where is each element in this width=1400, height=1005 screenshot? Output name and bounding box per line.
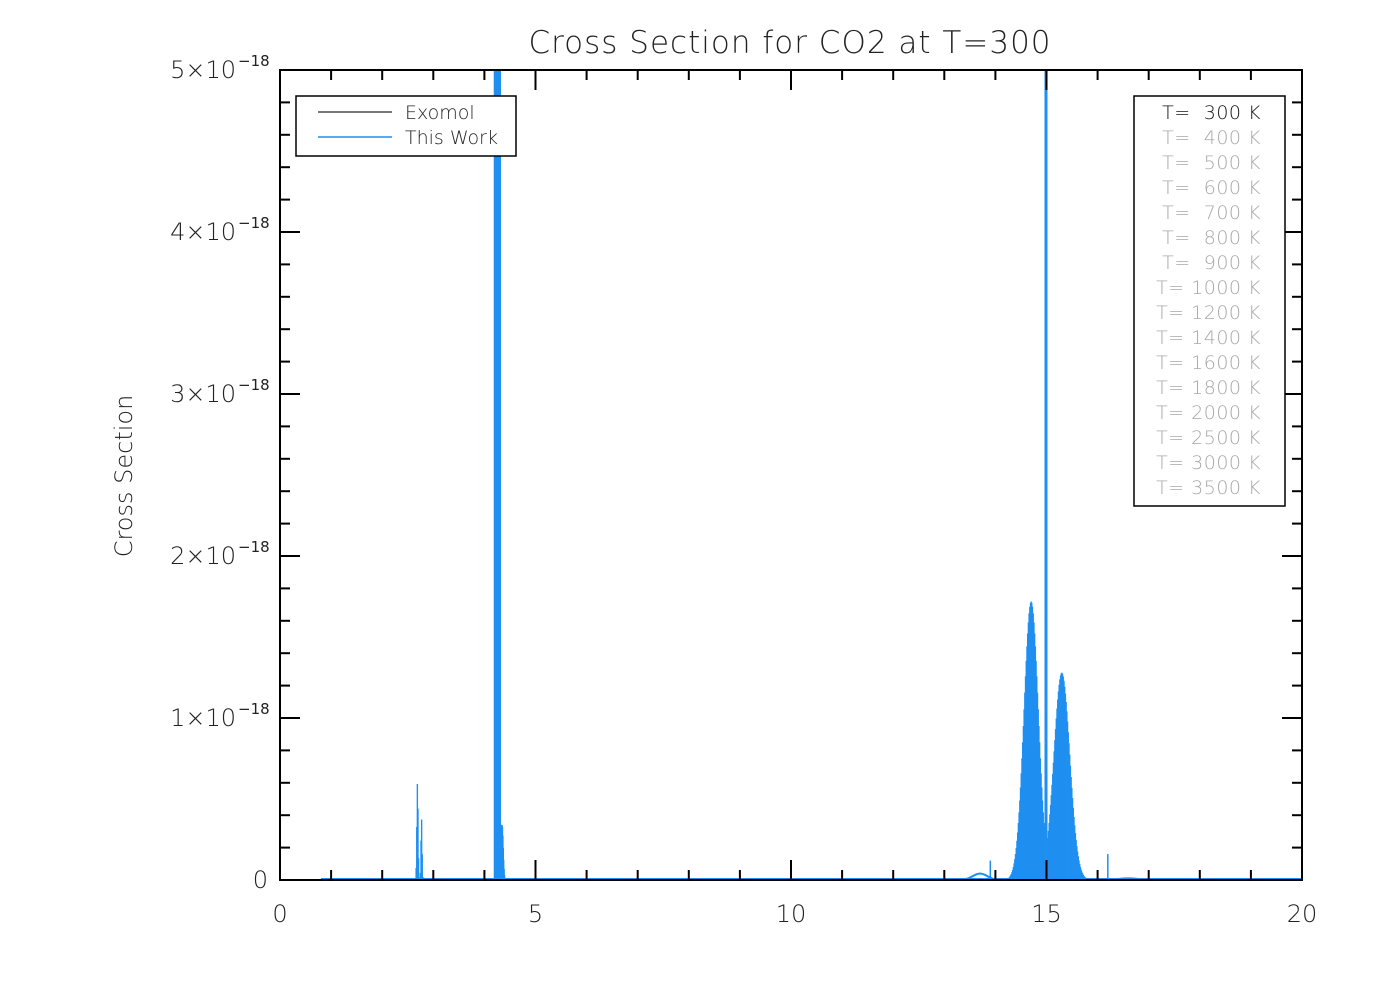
legend-box <box>295 95 517 157</box>
temperature-option[interactable]: T= 800 K <box>1162 227 1261 249</box>
temperature-option[interactable]: T= 500 K <box>1162 152 1261 174</box>
y-tick-label: 4×10 <box>170 218 236 246</box>
temperature-option[interactable]: T= 3000 K <box>1156 452 1261 474</box>
temperature-option[interactable]: T= 400 K <box>1162 127 1261 149</box>
temperature-option[interactable]: T= 300 K <box>1162 102 1261 124</box>
y-tick-exponent: −18 <box>238 214 270 232</box>
x-tick-label: 5 <box>528 900 543 928</box>
x-tick-label: 20 <box>1287 900 1318 928</box>
chart-title: Cross Section for CO2 at T=300 <box>528 25 1051 61</box>
spectrum-layer <box>320 70 1302 881</box>
x-tick-label: 10 <box>776 900 807 928</box>
temperature-panel: T= 300 K T= 400 K T= 500 K T= 600 K T= 700 K… <box>1133 95 1286 507</box>
y-tick-label: 0 <box>253 866 268 894</box>
legend: Exomol This Work <box>295 95 517 157</box>
y-tick-label: 3×10 <box>170 380 236 408</box>
temperature-option[interactable]: T= 900 K <box>1162 252 1261 274</box>
temperature-option[interactable]: T= 1200 K <box>1156 302 1261 324</box>
x-tick-label: 0 <box>272 900 287 928</box>
temperature-panel-box <box>1133 95 1286 507</box>
y-tick-exponent: −18 <box>238 376 270 394</box>
legend-label: This Work <box>405 127 498 149</box>
temperature-option[interactable]: T= 1000 K <box>1156 277 1261 299</box>
temperature-option[interactable]: T= 700 K <box>1162 202 1261 224</box>
legend-label: Exomol <box>405 102 475 124</box>
y-tick-exponent: −18 <box>238 700 270 718</box>
y-axis-label: Cross Section <box>110 395 138 558</box>
temperature-option[interactable]: T= 2000 K <box>1156 402 1261 424</box>
temperature-option[interactable]: T= 3500 K <box>1156 477 1261 499</box>
y-tick-label: 1×10 <box>170 704 236 732</box>
y-tick-label: 5×10 <box>170 56 236 84</box>
y-tick-exponent: −18 <box>238 52 270 70</box>
y-tick-label: 2×10 <box>170 542 236 570</box>
temperature-option[interactable]: T= 600 K <box>1162 177 1261 199</box>
x-tick-label: 15 <box>1031 900 1062 928</box>
y-tick-exponent: −18 <box>238 538 270 556</box>
temperature-option[interactable]: T= 1600 K <box>1156 352 1261 374</box>
temperature-option[interactable]: T= 1800 K <box>1156 377 1261 399</box>
temperature-option[interactable]: T= 2500 K <box>1156 427 1261 449</box>
temperature-option[interactable]: T= 1400 K <box>1156 327 1261 349</box>
